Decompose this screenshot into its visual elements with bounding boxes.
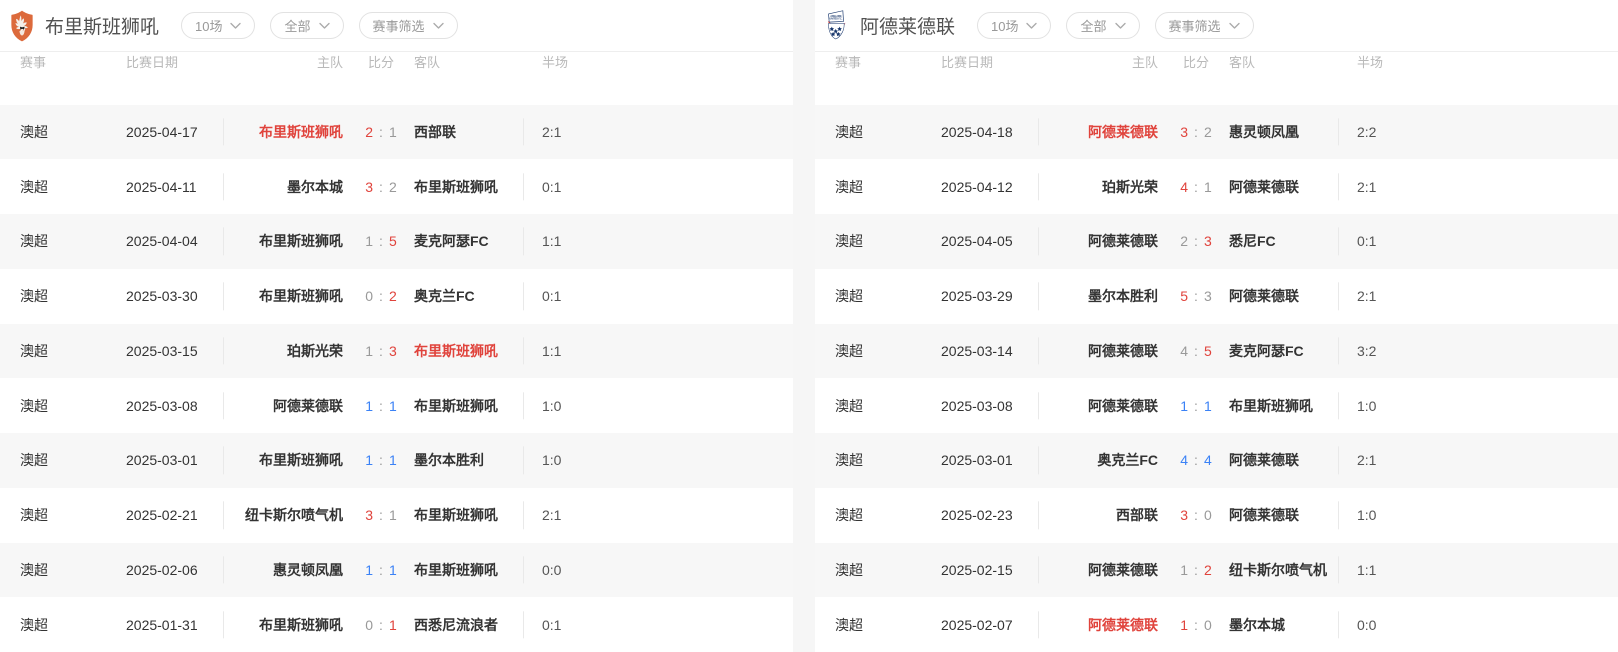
- svg-text:ADELAIDE: ADELAIDE: [830, 14, 842, 17]
- svg-text:UNITED F.C.: UNITED F.C.: [830, 18, 843, 20]
